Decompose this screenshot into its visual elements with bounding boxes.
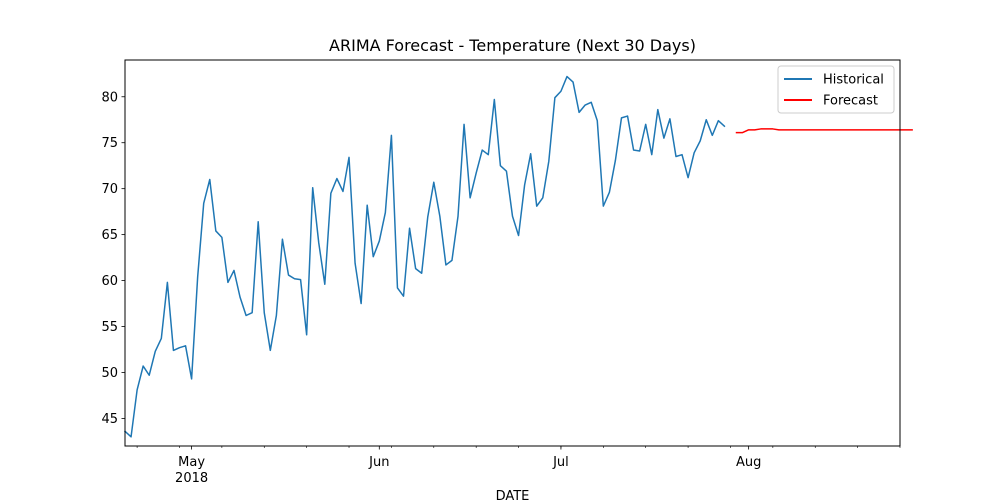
y-tick-label: 80: [101, 90, 118, 105]
y-tick-label: 75: [101, 136, 118, 151]
x-tick-label: Jun: [368, 455, 389, 470]
legend-label-historical: Historical: [823, 73, 884, 88]
legend: Historical Forecast: [777, 65, 895, 114]
y-tick-label: 70: [101, 182, 118, 197]
series-line-forecast: [735, 128, 913, 134]
plot-frame: [124, 59, 901, 447]
x-tick-label: Jul: [552, 455, 569, 470]
y-tick-label: 50: [101, 366, 118, 381]
chart-title: ARIMA Forecast - Temperature (Next 30 Da…: [329, 36, 696, 55]
y-tick-label: 45: [101, 412, 118, 427]
series-line-historical: [123, 75, 726, 438]
x-tick-sublabel: 2018: [175, 471, 208, 486]
x-axis-label: DATE: [496, 489, 530, 500]
y-tick-label: 60: [101, 274, 118, 289]
series-layer: [123, 75, 913, 438]
x-tick-label: Aug: [736, 455, 761, 470]
legend-label-forecast: Forecast: [823, 94, 878, 109]
plot-area: [123, 59, 913, 447]
y-tick-label: 65: [101, 228, 118, 243]
y-axis: 45 50 55 60 65 70 75 80: [101, 90, 125, 427]
legend-box: [777, 65, 895, 114]
y-tick-label: 55: [101, 320, 118, 335]
x-tick-label: May: [178, 455, 205, 470]
